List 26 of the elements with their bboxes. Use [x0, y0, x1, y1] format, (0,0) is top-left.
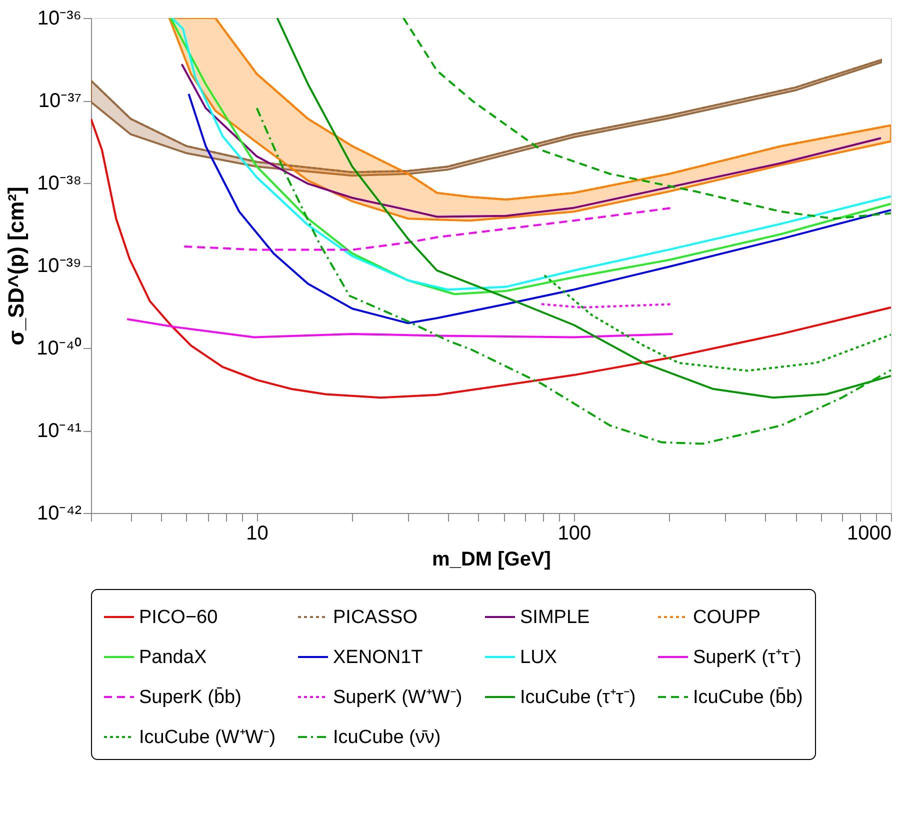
legend-label: IcuCube (W⁺W⁻) — [139, 727, 276, 748]
x-tick-label: 1000 — [847, 522, 892, 544]
legend-label: SuperK (b̄b) — [139, 687, 242, 708]
y-tick-label: 10⁻³⁸ — [37, 172, 82, 194]
y-tick-label: 10⁻⁴² — [37, 502, 82, 524]
legend-label: PandaX — [139, 647, 207, 668]
legend-label: SuperK (W⁺W⁻) — [333, 687, 462, 708]
legend-label: IcuCube (b̄b) — [693, 687, 803, 708]
x-tick-label: 100 — [558, 522, 592, 544]
legend-label: LUX — [520, 647, 558, 668]
legend-label: PICO−60 — [139, 607, 218, 628]
legend-label: XENON1T — [333, 647, 424, 668]
legend-label: IcuCube (τ⁺τ⁻) — [520, 687, 636, 708]
x-tick-label: 10 — [246, 522, 268, 544]
legend-label: COUPP — [693, 607, 761, 628]
y-tick-label: 10⁻⁴¹ — [37, 420, 82, 442]
y-tick-label: 10⁻⁴⁰ — [36, 336, 82, 360]
legend-label: IcuCube (ν̄ν) — [333, 727, 441, 748]
y-tick-label: 10⁻³⁶ — [37, 8, 82, 30]
legend-label: SuperK (τ⁺τ⁻) — [693, 647, 802, 668]
legend-label: SIMPLE — [520, 607, 590, 628]
x-axis-title: m_DM [GeV] — [432, 548, 551, 570]
y-axis-title: σ_SD^(p) [cm²] — [4, 186, 29, 346]
legend-label: PICASSO — [333, 607, 418, 628]
y-tick-label: 10⁻³⁷ — [38, 90, 82, 112]
y-tick-label: 10⁻³⁹ — [37, 255, 82, 277]
